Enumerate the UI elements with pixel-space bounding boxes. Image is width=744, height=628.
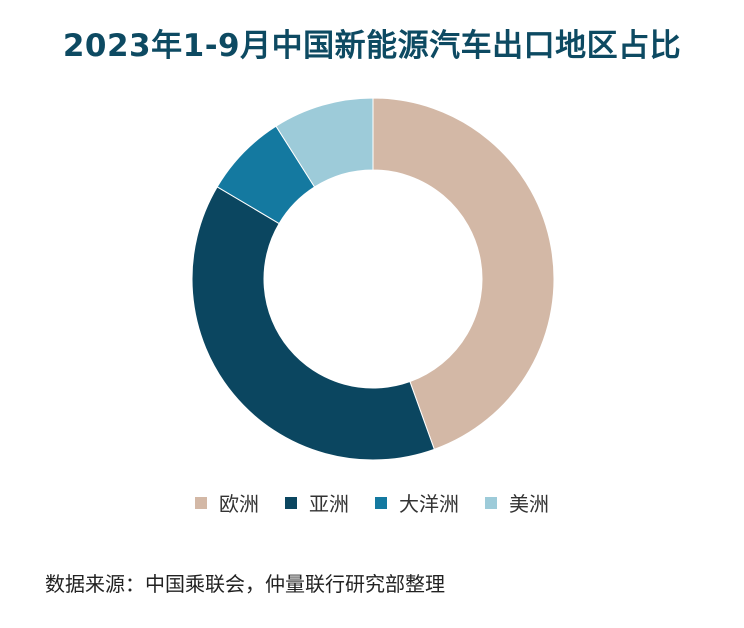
donut-slice-1 bbox=[372, 97, 555, 450]
legend-label: 大洋洲 bbox=[399, 492, 459, 516]
legend-swatch bbox=[285, 496, 297, 509]
chart-title: 2023年1-9月中国新能源汽车出口地区占比 bbox=[62, 28, 682, 64]
legend-swatch bbox=[485, 496, 497, 509]
legend-swatch bbox=[375, 496, 387, 509]
legend-item-1: 欧洲 bbox=[195, 488, 259, 517]
legend-item-3: 大洋洲 bbox=[375, 488, 459, 517]
legend-item-4: 美洲 bbox=[485, 488, 549, 517]
legend-label: 欧洲 bbox=[219, 492, 259, 516]
chart-legend: 欧洲 亚洲 大洋洲 美洲 bbox=[0, 488, 744, 517]
legend-item-2: 亚洲 bbox=[285, 488, 349, 517]
legend-label: 亚洲 bbox=[309, 492, 349, 516]
donut-slice-4 bbox=[275, 97, 374, 188]
donut-slice-2 bbox=[191, 186, 435, 461]
legend-swatch bbox=[195, 496, 207, 509]
legend-label: 美洲 bbox=[509, 492, 549, 516]
data-source-note: 数据来源：中国乘联会，仲量联行研究部整理 bbox=[45, 572, 445, 596]
